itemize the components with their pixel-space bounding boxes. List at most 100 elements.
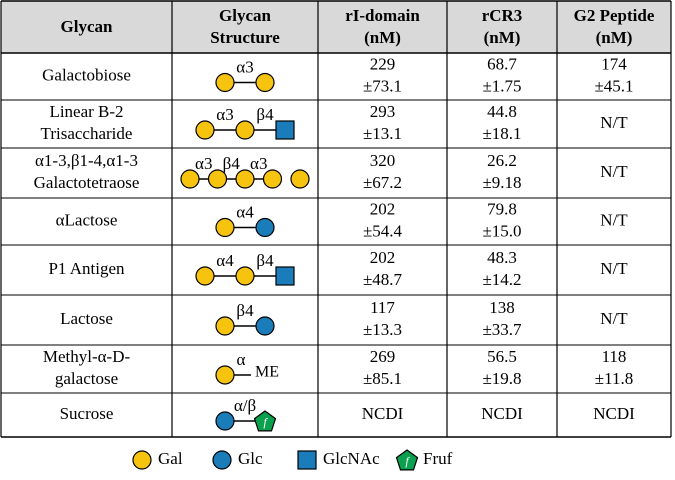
glycan-structure: α3 β4 α3 [180, 154, 310, 189]
cell-text: ±19.8 [482, 369, 521, 388]
cell-text: ±15.0 [482, 221, 521, 240]
cell-text: galactose [55, 369, 118, 388]
glycan-circle [255, 316, 275, 336]
cell-text: 174 [601, 54, 627, 73]
glycan-circle [255, 72, 275, 93]
glycan-circle [235, 169, 255, 189]
cell-text: ±85.1 [363, 369, 402, 388]
cell-text: 117 [370, 298, 395, 317]
cell-text: 79.8 [487, 199, 517, 218]
legend-label: Fruf [423, 449, 453, 468]
cell-text: rCR3 [482, 6, 523, 25]
glycan-circle [235, 120, 255, 140]
glycan-circle [212, 450, 232, 470]
glycan-square [275, 120, 295, 140]
cell-text: Glycan [61, 17, 113, 36]
cell-text: 320 [370, 151, 396, 170]
cell-text: rI-domain [345, 6, 420, 25]
cell-text: 26.2 [487, 151, 517, 170]
glycan-structure: α3 β4 [195, 105, 295, 140]
glycan-circle [207, 169, 228, 189]
glycan-circle [215, 217, 235, 238]
cell-text: NCDI [481, 404, 523, 423]
pentagon-mark: f [263, 415, 268, 429]
cell-text: αLactose [56, 210, 118, 229]
cell-text: N/T [600, 113, 628, 132]
cell-text: Structure [210, 28, 280, 47]
cell-text: Trisaccharide [41, 124, 133, 143]
cell-text: NCDI [362, 404, 404, 423]
cell-text: N/T [600, 309, 628, 328]
glycan-structure: α/β f [215, 396, 277, 432]
link-label: β4 [236, 301, 254, 320]
cell-text: (nM) [596, 28, 633, 47]
cell-text: ±9.18 [482, 173, 521, 192]
cell-text: 48.3 [487, 248, 517, 267]
header-background [1, 1, 671, 53]
cell-text: α1-3,β1-4,α1-3 [35, 151, 138, 170]
cell-text: ±54.4 [363, 221, 403, 240]
glycan-circle [195, 120, 215, 140]
glycan-circle [290, 169, 310, 189]
cell-text: (nM) [484, 28, 521, 47]
cell-text: 293 [370, 102, 396, 121]
cell-text: ±13.1 [363, 124, 402, 143]
cell-text: Sucrose [60, 404, 114, 423]
cell-text: ±73.1 [363, 76, 402, 95]
cell-text: 269 [370, 347, 396, 366]
glycan-structure: α ME [215, 350, 279, 385]
glycan-circle [180, 169, 200, 189]
cell-text: 202 [370, 199, 396, 218]
cell-text: G2 Peptide [574, 6, 655, 25]
link-label: α [237, 350, 246, 369]
cell-text: ±1.75 [482, 76, 521, 95]
link-label: α3 [250, 154, 267, 173]
legend-label: Glc [238, 449, 263, 468]
cell-text: P1 Antigen [48, 259, 125, 278]
cell-text: N/T [600, 259, 628, 278]
glycan-circle [215, 365, 235, 385]
structure-label: ME [255, 364, 279, 381]
link-label: α3 [195, 154, 212, 173]
glycan-circle [195, 266, 215, 286]
cell-text: 202 [370, 248, 396, 267]
cell-text: ±18.1 [482, 124, 521, 143]
link-label: β4 [256, 105, 274, 124]
cell-text: Lactose [60, 309, 113, 328]
cell-text: N/T [600, 162, 628, 181]
cell-text: Linear B-2 [49, 102, 123, 121]
cell-text: ±45.1 [594, 76, 633, 95]
cell-text: Glycan [219, 6, 271, 25]
legend-label: Gal [158, 449, 183, 468]
glycan-circle [235, 266, 255, 286]
cell-text: 56.5 [487, 347, 517, 366]
glycan-circle [215, 316, 235, 336]
glycan-structure: α4 β4 [195, 251, 295, 286]
cell-text: Galactotetraose [34, 173, 140, 192]
link-label: β4 [256, 251, 274, 270]
cell-text: 68.7 [487, 54, 517, 73]
legend-label: GlcNAc [323, 449, 380, 468]
pentagon-mark: f [405, 454, 410, 468]
link-label: α4 [236, 202, 254, 221]
link-label: α3 [236, 57, 253, 76]
glycan-circle [132, 450, 152, 470]
cell-text: 118 [602, 347, 627, 366]
link-label: α3 [216, 105, 233, 124]
glycan-circle [262, 169, 283, 189]
cell-text: Methyl-α-D- [43, 347, 131, 366]
glycan-structure: β4 [215, 301, 275, 336]
glycan-circle [215, 411, 235, 431]
cell-text: ±33.7 [482, 320, 522, 339]
glycan-circle [255, 217, 275, 238]
link-label: α/β [234, 396, 256, 415]
cell-text: 44.8 [487, 102, 517, 121]
glycan-structure: α4 [215, 202, 275, 238]
link-label: α4 [216, 251, 234, 270]
glycan-square [275, 266, 295, 286]
link-label: β4 [223, 154, 241, 173]
glycan-structure: α3 [215, 57, 275, 93]
cell-text: ±13.3 [363, 320, 402, 339]
glycan-pentagon [253, 410, 277, 432]
